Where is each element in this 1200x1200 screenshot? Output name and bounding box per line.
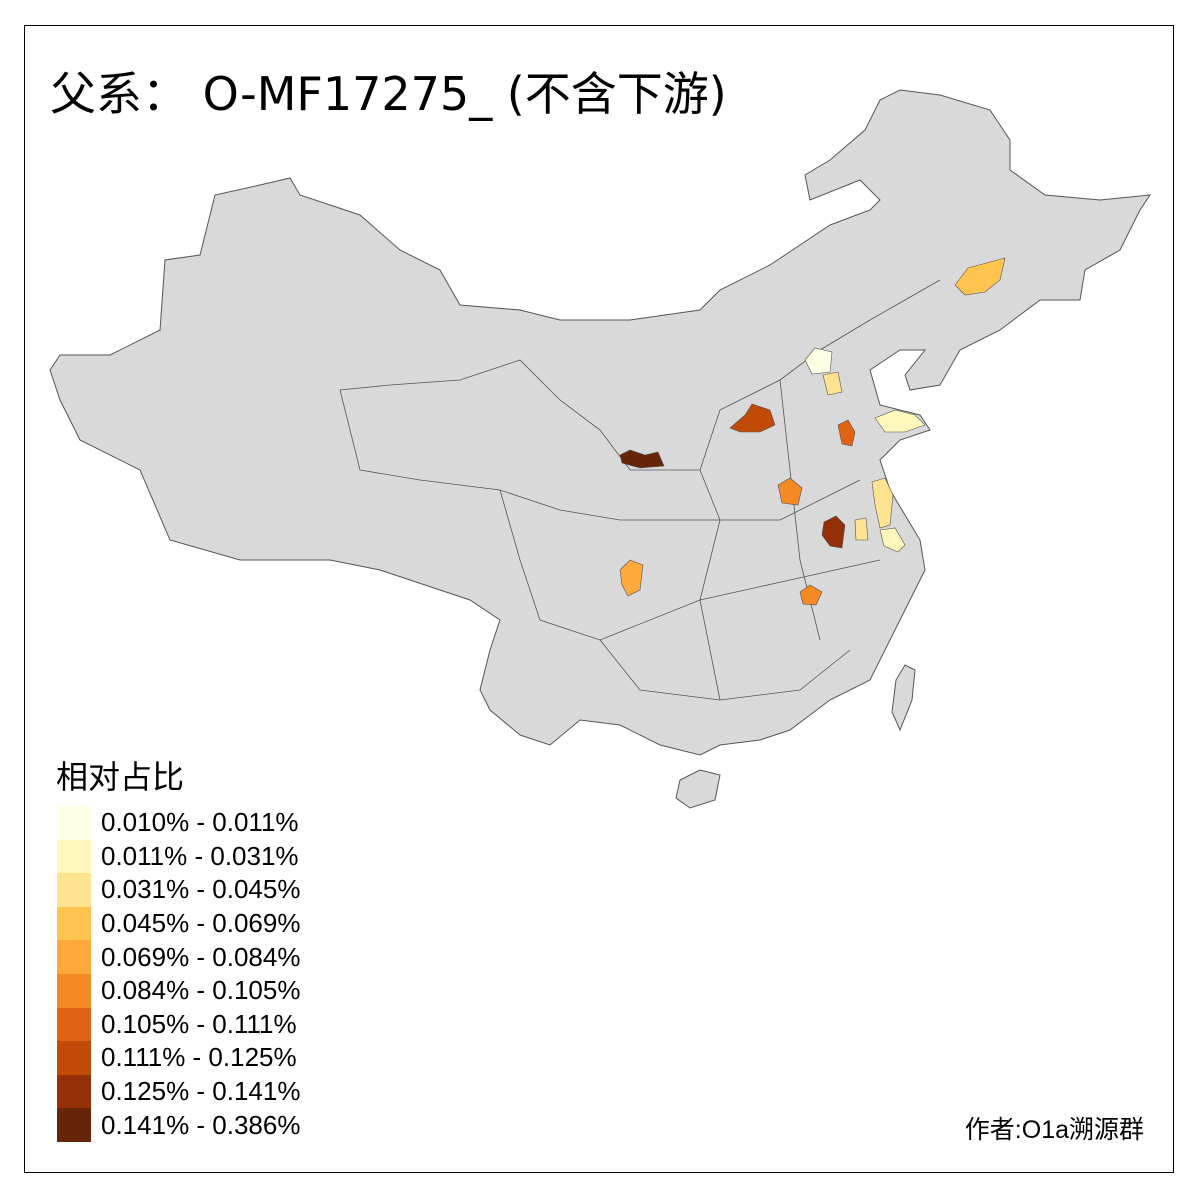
legend-label: 0.105% - 0.111% xyxy=(101,1008,297,1039)
region-class-8 xyxy=(729,403,776,433)
legend-label: 0.111% - 0.125% xyxy=(101,1042,297,1073)
china-mainland xyxy=(49,89,1152,756)
province-borders xyxy=(339,279,941,701)
author-credit: 作者:O1a溯源群 xyxy=(964,1116,1144,1144)
legend-swatch xyxy=(57,806,91,840)
legend-item: 0.031% - 0.045% xyxy=(57,873,300,907)
legend-label: 0.045% - 0.069% xyxy=(101,908,301,939)
legend-item: 0.141% - 0.386% xyxy=(57,1108,300,1142)
legend-label: 0.010% - 0.011% xyxy=(101,807,299,838)
legend-swatch xyxy=(57,1041,91,1075)
region-class-2b xyxy=(879,527,906,553)
legend-label: 0.011% - 0.031% xyxy=(101,840,299,871)
region-class-2 xyxy=(874,409,926,433)
legend-label: 0.031% - 0.045% xyxy=(101,874,301,905)
legend-swatch xyxy=(57,973,91,1008)
region-class-1 xyxy=(804,347,833,375)
legend-item: 0.105% - 0.111% xyxy=(57,1007,300,1042)
region-class-6 xyxy=(777,477,803,506)
taiwan-island xyxy=(891,664,916,732)
legend: 0.010% - 0.011% 0.011% - 0.031% 0.031% - 0… xyxy=(57,806,300,1142)
region-class-3c xyxy=(854,517,869,541)
legend-title: 相对占比 xyxy=(56,758,185,796)
map-title: 父系： O-MF17275_ (不含下游) xyxy=(50,67,727,121)
highlighted-regions xyxy=(619,257,1006,606)
region-class-7 xyxy=(837,419,856,447)
legend-item: 0.111% - 0.125% xyxy=(57,1041,300,1075)
region-class-3b xyxy=(871,477,894,529)
legend-swatch xyxy=(57,873,91,907)
legend-item: 0.011% - 0.031% xyxy=(57,839,300,874)
legend-swatch xyxy=(57,839,91,874)
legend-item: 0.069% - 0.084% xyxy=(57,940,300,974)
hainan-island xyxy=(675,769,721,809)
legend-swatch xyxy=(57,1108,91,1142)
region-class-6b xyxy=(799,584,823,606)
map-frame xyxy=(24,25,1174,1173)
region-class-3 xyxy=(822,371,843,396)
region-class-5 xyxy=(619,559,644,597)
legend-swatch xyxy=(57,1007,91,1042)
legend-label: 0.141% - 0.386% xyxy=(101,1109,301,1140)
region-class-9 xyxy=(821,515,846,549)
legend-swatch xyxy=(57,1074,91,1109)
legend-swatch xyxy=(57,940,91,974)
legend-label: 0.084% - 0.105% xyxy=(101,975,301,1006)
legend-item: 0.045% - 0.069% xyxy=(57,906,301,941)
legend-swatch xyxy=(57,906,91,941)
legend-label: 0.125% - 0.141% xyxy=(101,1076,301,1107)
legend-label: 0.069% - 0.084% xyxy=(101,941,301,972)
region-class-10 xyxy=(619,449,665,469)
region-class-4 xyxy=(954,257,1006,296)
legend-item: 0.084% - 0.105% xyxy=(57,973,301,1008)
legend-item: 0.125% - 0.141% xyxy=(57,1074,301,1109)
legend-item: 0.010% - 0.011% xyxy=(57,806,300,840)
